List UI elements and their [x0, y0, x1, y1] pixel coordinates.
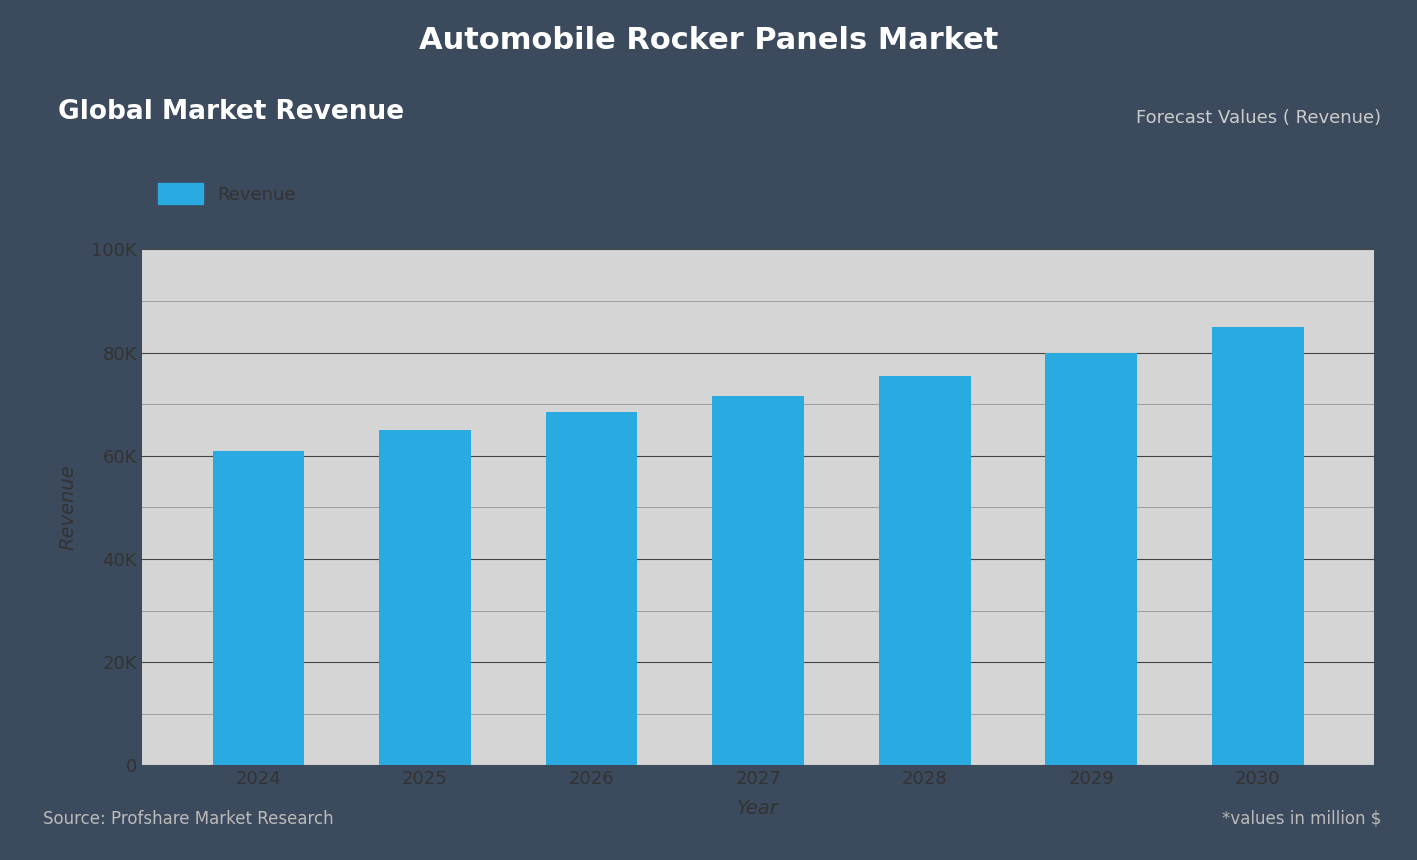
Text: *values in million $: *values in million $ — [1223, 810, 1382, 827]
Bar — [713, 396, 803, 765]
Text: Automobile Rocker Panels Market: Automobile Rocker Panels Market — [419, 26, 998, 55]
Legend: Revenue: Revenue — [150, 175, 303, 212]
Text: Forecast Values ( Revenue): Forecast Values ( Revenue) — [1136, 109, 1382, 126]
Text: Global Market Revenue: Global Market Revenue — [58, 99, 404, 125]
X-axis label: Year: Year — [737, 800, 779, 819]
Bar — [1046, 353, 1136, 765]
Text: Source: Profshare Market Research: Source: Profshare Market Research — [43, 810, 333, 827]
Bar — [380, 430, 470, 765]
Y-axis label: Revenue: Revenue — [58, 464, 78, 550]
Bar — [879, 376, 971, 765]
Bar — [1212, 327, 1304, 765]
Bar — [546, 412, 638, 765]
Bar — [213, 451, 305, 765]
